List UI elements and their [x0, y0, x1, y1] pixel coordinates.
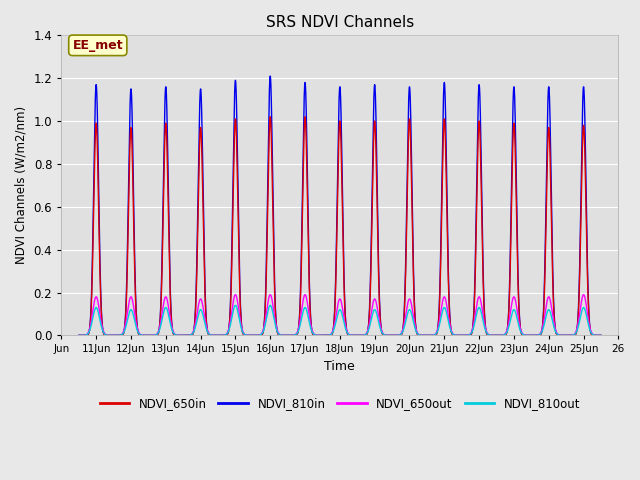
Title: SRS NDVI Channels: SRS NDVI Channels — [266, 15, 414, 30]
X-axis label: Time: Time — [324, 360, 355, 373]
Legend: NDVI_650in, NDVI_810in, NDVI_650out, NDVI_810out: NDVI_650in, NDVI_810in, NDVI_650out, NDV… — [95, 392, 585, 415]
Y-axis label: NDVI Channels (W/m2/nm): NDVI Channels (W/m2/nm) — [15, 106, 28, 264]
Text: EE_met: EE_met — [72, 39, 123, 52]
